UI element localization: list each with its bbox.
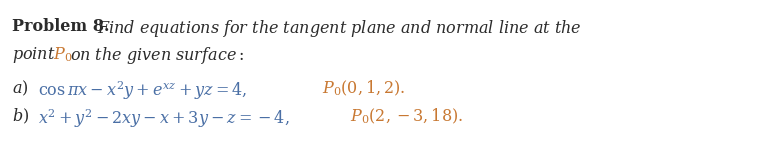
- Text: $\it{P}_0(2,-3,18).$: $\it{P}_0(2,-3,18).$: [350, 107, 463, 126]
- Text: $\it{a)}$: $\it{a)}$: [12, 79, 28, 98]
- Text: $x^2 + y^2 - 2xy - x + 3y - z = -4,$: $x^2 + y^2 - 2xy - x + 3y - z = -4,$: [38, 107, 290, 130]
- Text: Problem 8.: Problem 8.: [12, 18, 110, 35]
- Text: $\it{b)}$: $\it{b)}$: [12, 107, 29, 126]
- Text: $\it{P}_0(0,1,2).$: $\it{P}_0(0,1,2).$: [322, 79, 406, 98]
- Text: $\it{Find\ equations\ for\ the\ tangent\ plane\ and\ normal\ line\ at\ the}$: $\it{Find\ equations\ for\ the\ tangent\…: [97, 18, 581, 39]
- Text: $\cos\pi x - x^2y + e^{xz} + yz = 4,$: $\cos\pi x - x^2y + e^{xz} + yz = 4,$: [38, 79, 247, 102]
- Text: $\it{point}$: $\it{point}$: [12, 45, 56, 65]
- Text: $\it{on\ the\ given\ surface:}$: $\it{on\ the\ given\ surface:}$: [70, 45, 244, 66]
- Text: $\it{P}_0$: $\it{P}_0$: [53, 45, 72, 64]
